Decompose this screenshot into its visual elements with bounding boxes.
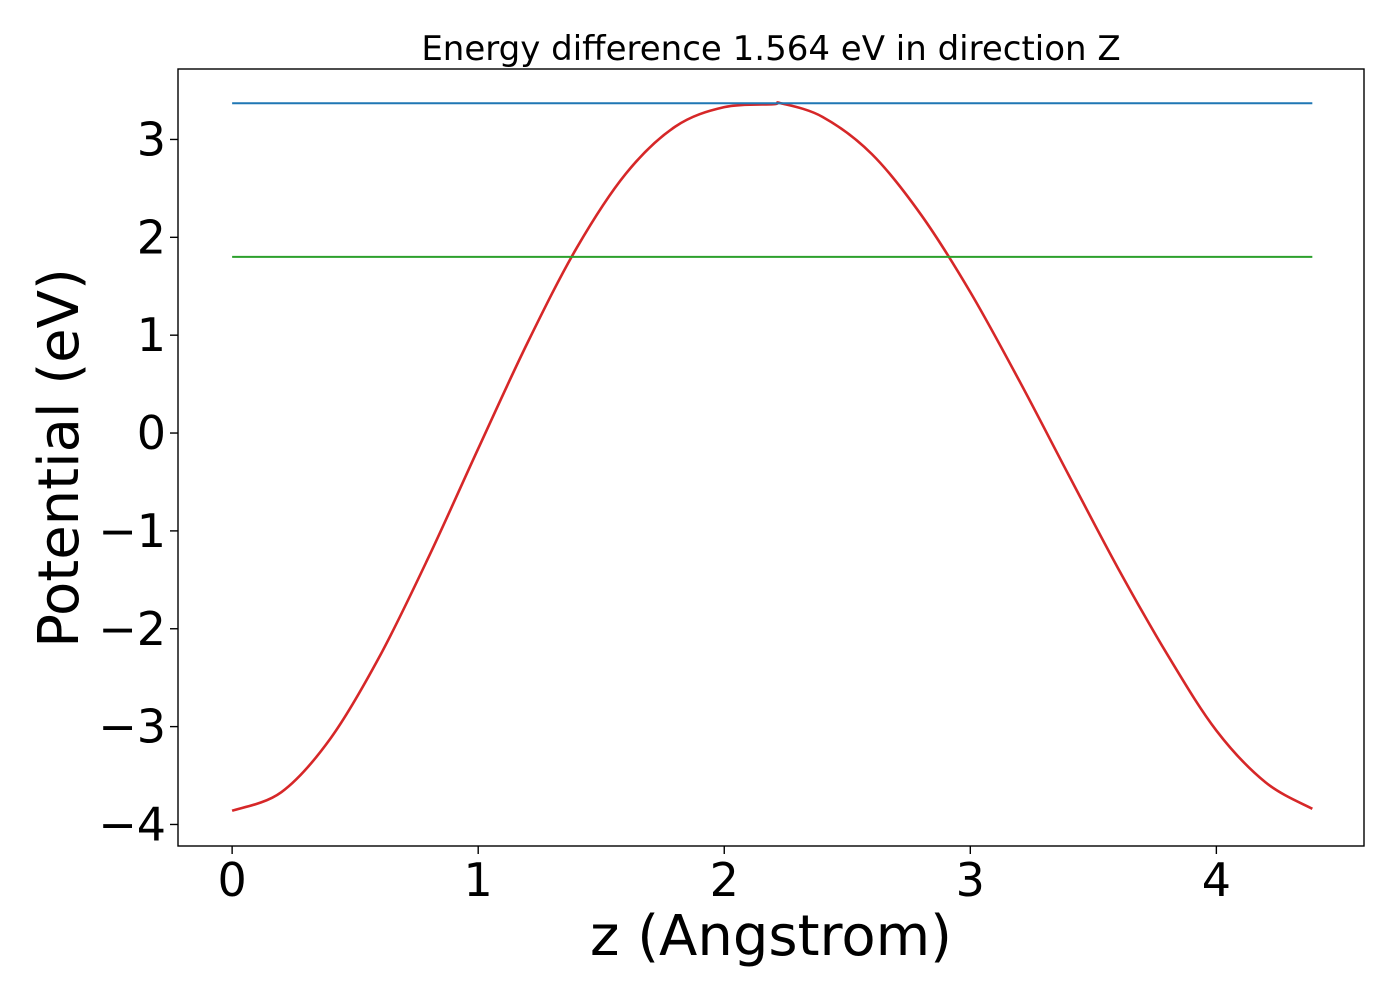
y-tick-label: −3 bbox=[98, 700, 166, 754]
y-tick-label: −1 bbox=[98, 504, 166, 558]
x-tick-label: 2 bbox=[710, 853, 739, 907]
y-tick-label: 3 bbox=[137, 112, 166, 166]
y-tick-label: −4 bbox=[98, 797, 166, 851]
plot-area bbox=[231, 101, 1313, 813]
y-tick-label: 0 bbox=[137, 406, 166, 460]
y-tick-label: 1 bbox=[137, 308, 166, 362]
y-axis-label: Potential (eV) bbox=[27, 268, 92, 648]
potential-curve bbox=[231, 101, 1313, 813]
x-axis: 0 1 2 3 4 bbox=[217, 846, 1231, 907]
y-tick-label: 2 bbox=[137, 210, 166, 264]
x-tick-label: 4 bbox=[1202, 853, 1231, 907]
x-tick-label: 1 bbox=[464, 853, 493, 907]
chart-title: Energy difference 1.564 eV in direction … bbox=[421, 29, 1120, 69]
x-tick-label: 0 bbox=[217, 853, 246, 907]
plot-frame bbox=[177, 68, 1365, 847]
y-tick-label: −2 bbox=[98, 602, 166, 656]
x-axis-label: z (Angstrom) bbox=[590, 904, 952, 969]
x-tick-label: 3 bbox=[956, 853, 985, 907]
y-axis: −4 −3 −2 −1 0 1 2 3 bbox=[98, 112, 178, 851]
